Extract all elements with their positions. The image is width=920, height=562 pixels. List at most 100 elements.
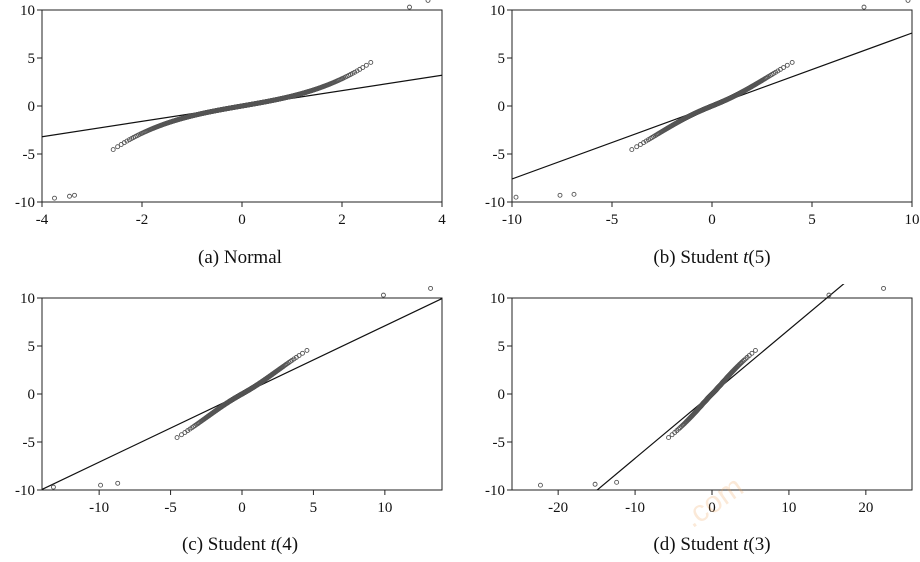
qq-point [115,144,121,150]
caption-italic-t: t [743,534,749,555]
qq-panel-c: -10 -5 0 5 10 -10 -5 0 5 10 (c) Student t(4) [15,285,443,555]
y-tick-label: 0 [498,99,506,115]
qq-tail-point [861,4,867,10]
panel-caption: (d) Student t(3) [653,534,770,555]
plot-area [42,0,442,201]
qq-tail-point [513,194,519,200]
x-tick-label: 10 [377,500,392,516]
qq-point [740,359,746,364]
y-tick-label: -10 [485,483,505,499]
qq-point [296,353,302,358]
qq-tail-point [881,285,886,291]
qq-tail-point [905,0,911,3]
y-tick-label: 10 [490,3,505,19]
qq-tail-point [72,192,77,198]
plot-area [538,284,886,490]
qq-tail-point [380,292,386,298]
y-tick-label: 0 [28,387,36,403]
x-tick-label: 20 [858,500,873,516]
qq-tail-point [407,4,412,10]
qq-tail-point [428,285,434,291]
qq-point [629,147,635,153]
y-tick-label: 0 [28,99,36,115]
qq-point [300,350,305,356]
qq-tail-point [115,480,121,486]
caption-prefix: (c) Student [182,534,271,555]
qq-point [784,62,790,68]
y-tick-label: -5 [23,147,36,163]
x-tick-label: -20 [548,500,568,516]
plot-area [42,285,442,490]
y-tick-label: 5 [498,51,506,67]
qq-panel-b: -10 -5 0 5 10 -10 -5 0 5 10 (b) Student t(5) [485,0,920,268]
qq-tail-point [614,479,620,485]
panel-caption: (c) Student t(4) [182,534,298,555]
qq-tail-point [52,195,57,201]
caption-prefix: (b) Student [653,247,743,268]
y-tick-label: 10 [20,291,35,307]
y-tick-label: -10 [485,195,505,211]
x-tick-label: -10 [625,500,645,516]
caption-suffix: (3) [748,534,770,555]
x-tick-label: -2 [136,212,149,228]
x-tick-label: 4 [438,212,446,228]
panel-caption: (a) Normal [198,247,282,268]
caption-prefix: (d) Student [653,534,743,555]
x-tick-label: -10 [502,212,522,228]
plot-area [512,0,912,200]
caption-suffix: (4) [276,534,298,555]
x-tick-label: 5 [310,500,318,516]
x-tick-label: 0 [708,212,716,228]
qq-point [752,347,758,353]
qq-point [124,138,130,144]
x-tick-label: 10 [781,500,796,516]
qq-point [179,432,184,438]
y-tick-label: 0 [498,387,506,403]
x-tick-label: -5 [606,212,619,228]
y-tick-label: 10 [20,3,35,19]
x-tick-label: 2 [338,212,346,228]
qq-tail-point [67,193,72,199]
y-tick-label: 5 [498,339,506,355]
qq-point [363,62,369,68]
x-tick-label: 0 [708,500,716,516]
qq-point [669,432,675,438]
qq-point [352,69,358,75]
qq-tail-point [50,484,56,490]
caption-prefix: (a) Normal [198,247,282,268]
qq-point [781,65,786,70]
y-tick-label: -5 [23,435,36,451]
qq-tail-point [826,292,832,298]
qq-tail-point [425,0,431,3]
caption-italic-t: t [271,534,277,555]
y-tick-label: -5 [493,147,506,163]
qq-panel-d: -10 -5 0 5 10 -20 -10 0 10 20 (d) Student t(3) [485,284,913,555]
y-tick-label: -10 [15,195,35,211]
qq-tail-point [571,191,577,197]
qq-point [634,144,640,150]
qq-tail-point [557,192,563,198]
x-tick-label: -4 [36,212,49,228]
qq-panel-a: -10 -5 0 5 10 -4 -2 0 2 4 (a) Normal [15,0,446,268]
y-tick-label: -5 [493,435,506,451]
qq-point [174,435,180,441]
x-tick-label: 5 [808,212,816,228]
watermark-text: .com [677,470,749,534]
x-tick-label: -10 [89,500,109,516]
x-tick-label: 0 [238,212,246,228]
qq-point [110,147,116,153]
panel-caption: (b) Student t(5) [653,247,770,268]
x-tick-label: -5 [164,500,177,516]
qq-tail-point [592,481,598,487]
qq-point [360,65,366,70]
qq-point [368,59,374,65]
qq-point [749,350,755,356]
qq-point [789,59,795,65]
x-tick-label: 10 [905,212,920,228]
qq-point [304,347,310,353]
caption-italic-t: t [743,247,749,268]
caption-suffix: (5) [748,247,770,268]
qq-point [666,435,672,441]
y-tick-label: 10 [490,291,505,307]
